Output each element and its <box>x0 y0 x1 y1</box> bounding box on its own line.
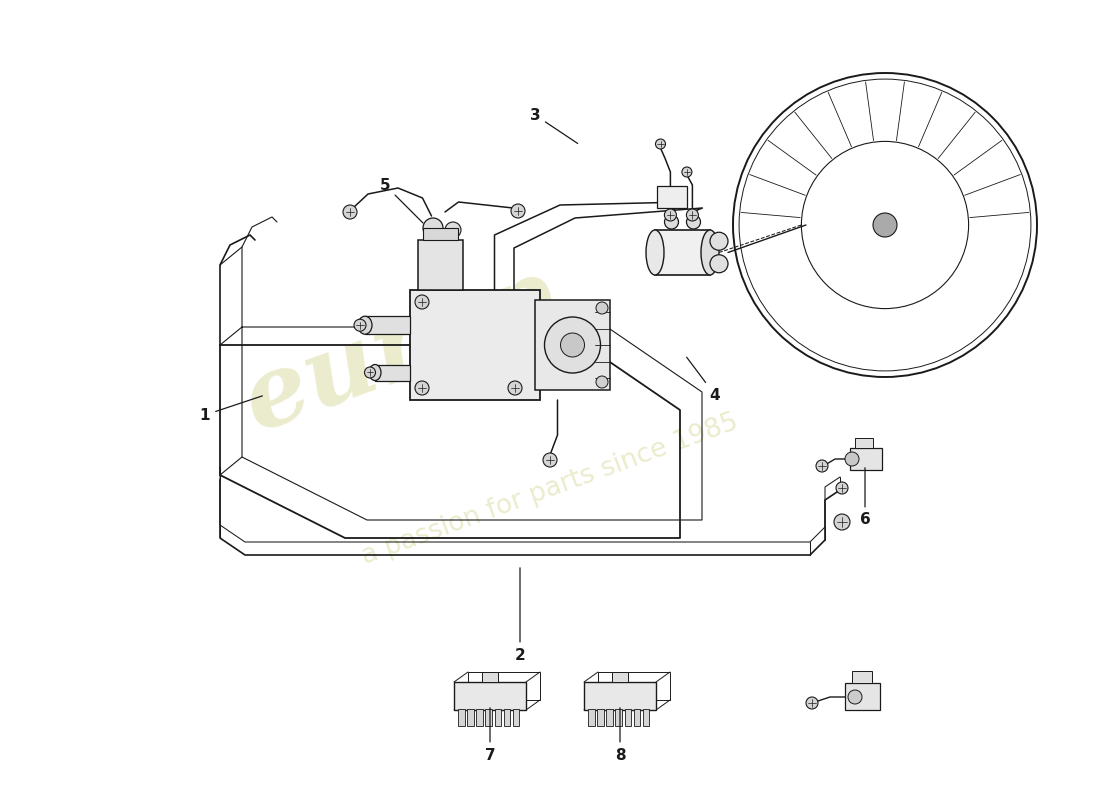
Circle shape <box>873 213 896 237</box>
Circle shape <box>848 690 862 704</box>
Circle shape <box>656 139 666 149</box>
Bar <box>597 709 604 726</box>
Circle shape <box>415 295 429 309</box>
Bar <box>476 709 483 726</box>
Bar <box>625 709 631 726</box>
Circle shape <box>543 453 557 467</box>
Bar <box>458 709 464 726</box>
Circle shape <box>561 333 584 357</box>
Circle shape <box>682 167 692 177</box>
Bar <box>375 365 410 381</box>
Circle shape <box>424 218 443 238</box>
Circle shape <box>816 460 828 472</box>
Bar <box>654 230 710 275</box>
Bar <box>606 709 613 726</box>
Bar <box>365 316 410 334</box>
Bar <box>598 672 670 700</box>
Bar <box>504 709 510 726</box>
Bar <box>535 300 611 390</box>
Circle shape <box>508 381 522 395</box>
Circle shape <box>512 204 525 218</box>
Bar <box>634 709 640 726</box>
Circle shape <box>664 215 679 229</box>
Circle shape <box>354 319 366 331</box>
Circle shape <box>836 482 848 494</box>
Bar <box>855 438 873 448</box>
Bar <box>612 672 628 682</box>
Ellipse shape <box>701 230 719 275</box>
Text: 1: 1 <box>200 396 263 422</box>
Text: 6: 6 <box>859 468 870 527</box>
Circle shape <box>446 222 461 238</box>
Circle shape <box>544 317 601 373</box>
Ellipse shape <box>646 230 664 275</box>
Circle shape <box>415 381 429 395</box>
Bar <box>468 672 540 700</box>
Bar <box>615 709 622 726</box>
Bar <box>588 709 595 726</box>
Bar <box>424 228 458 240</box>
Circle shape <box>343 205 358 219</box>
Bar <box>513 709 519 726</box>
Circle shape <box>596 376 608 388</box>
Text: 2: 2 <box>515 568 526 662</box>
Text: 4: 4 <box>686 358 720 402</box>
Bar <box>657 186 688 208</box>
Circle shape <box>806 697 818 709</box>
Text: 5: 5 <box>379 178 424 223</box>
Bar <box>845 683 880 710</box>
Bar <box>482 672 498 682</box>
Text: europ: europ <box>231 249 570 451</box>
Circle shape <box>845 452 859 466</box>
Bar <box>468 709 474 726</box>
Circle shape <box>834 514 850 530</box>
Bar <box>850 448 882 470</box>
Circle shape <box>686 215 701 229</box>
Text: a passion for parts since 1985: a passion for parts since 1985 <box>359 410 741 570</box>
Ellipse shape <box>358 316 372 334</box>
Bar <box>485 709 492 726</box>
Circle shape <box>686 209 698 221</box>
Circle shape <box>710 254 728 273</box>
Bar <box>584 682 656 710</box>
Text: 3: 3 <box>530 107 578 143</box>
Circle shape <box>664 209 676 221</box>
Circle shape <box>596 302 608 314</box>
Circle shape <box>364 367 375 378</box>
Ellipse shape <box>368 365 381 381</box>
Bar <box>454 682 526 710</box>
Bar <box>418 240 463 290</box>
Text: 8: 8 <box>615 708 625 762</box>
Bar <box>642 709 649 726</box>
Circle shape <box>710 232 728 250</box>
Bar <box>852 671 872 683</box>
Bar <box>410 290 540 400</box>
Bar <box>495 709 502 726</box>
Text: 7: 7 <box>485 708 495 762</box>
